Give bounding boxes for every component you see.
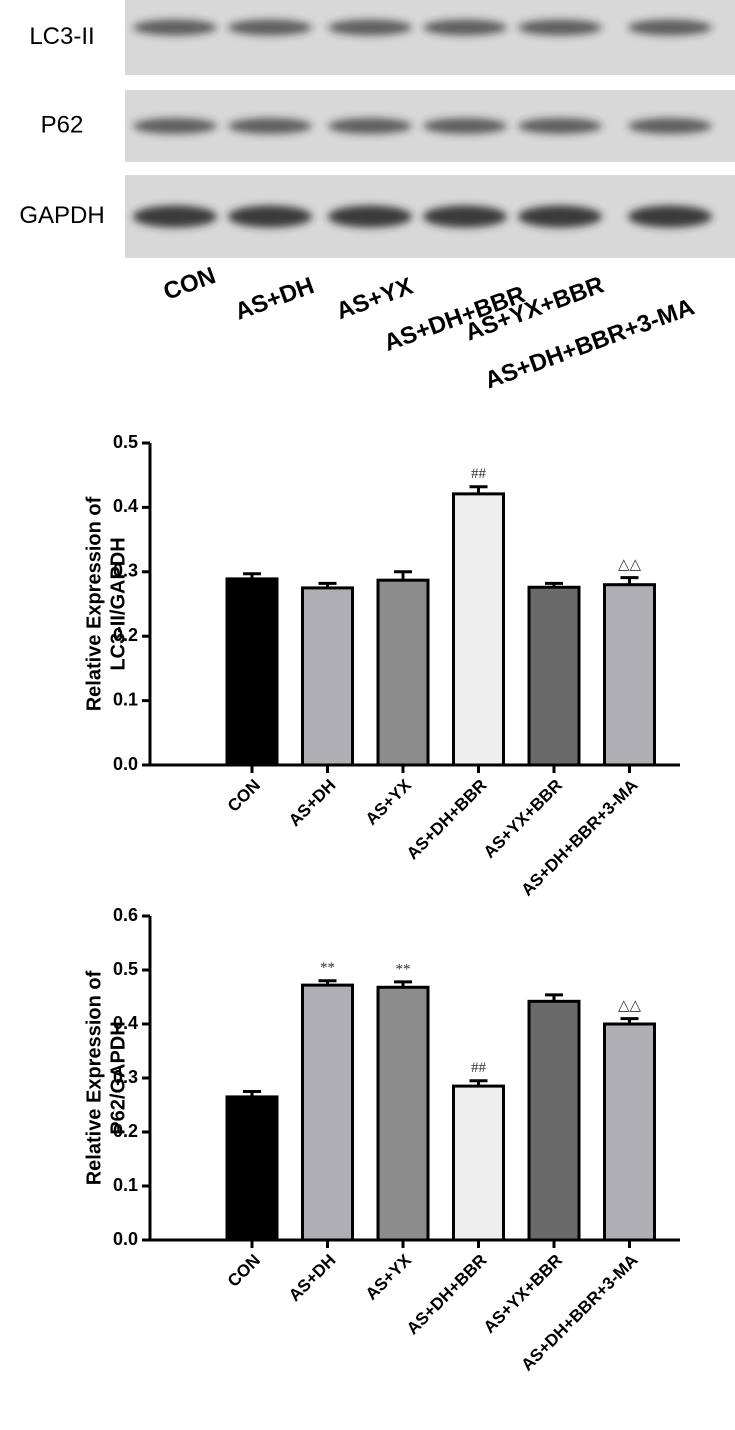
blot-row-label: GAPDH [19,202,104,229]
blot-band [228,205,312,228]
x-tick-label: AS+YX [362,775,416,829]
y-tick-label: 0.4 [113,1013,138,1033]
y-tick-label: 0.6 [113,905,138,925]
blot-band [518,205,602,228]
y-tick-label: 0.0 [113,754,138,774]
blot-lane-label: CON [160,262,219,306]
blot-band [518,118,602,134]
x-tick-label: CON [224,776,264,816]
blot-band [423,19,507,36]
blot-panel [125,0,735,75]
blot-band [328,118,412,134]
y-tick-label: 0.4 [113,496,138,516]
y-tick-label: 0.5 [113,959,138,979]
blot-band [423,118,507,134]
significance-label: ## [471,1060,487,1076]
blot-band [228,118,312,134]
y-axis-label: P62/GAPDH [107,1021,129,1134]
blot-lane-label: AS+YX [333,273,417,326]
blot-band [328,19,412,36]
blot-band [628,205,712,228]
y-axis-label: LC3-II/GAPDH [107,537,129,670]
blot-lane-label: AS+DH [231,272,317,325]
bar [376,578,430,767]
significance-label: △△ [618,557,642,573]
y-tick-label: 0.3 [113,561,138,581]
y-tick-label: 0.2 [113,625,138,645]
blot-band [628,118,712,134]
blot-band [133,205,217,228]
y-tick-label: 0.5 [113,432,138,452]
y-tick-label: 0.2 [113,1121,138,1141]
bar [452,1084,505,1242]
significance-label: ** [396,961,411,977]
blot-row-label: P62 [41,111,84,138]
bar [603,583,656,767]
x-tick-label: AS+YX+BBR [480,1251,566,1337]
x-tick-label: AS+YX [362,1250,416,1304]
bar [527,999,581,1242]
y-tick-label: 0.0 [113,1229,138,1249]
bar [527,585,581,767]
bar [301,586,354,767]
significance-label: ## [471,466,487,482]
y-tick-label: 0.1 [113,1175,138,1195]
y-axis-label: Relative Expression of [83,970,105,1185]
blot-band [133,118,217,134]
bar [301,983,354,1242]
blot-bands [133,118,712,134]
y-tick-label: 0.3 [113,1067,138,1087]
blot-bands [133,19,712,36]
significance-label: ** [320,960,335,976]
x-tick-label: AS+DH [285,776,340,831]
x-tick-label: AS+DH+BBR [403,776,491,864]
bar [376,985,430,1242]
blot-band [228,19,312,36]
bar [452,492,505,767]
bar [225,577,279,767]
y-axis-label: Relative Expression of [83,496,105,711]
blot-band [328,205,412,228]
bar [603,1022,656,1242]
x-tick-label: AS+YX+BBR [480,776,566,862]
y-tick-label: 0.1 [113,689,138,709]
blot-band [133,19,217,36]
x-tick-label: AS+DH [285,1251,340,1306]
significance-label: △△ [618,998,642,1014]
blot-band [423,205,507,228]
bar [225,1095,279,1242]
x-tick-label: CON [224,1251,264,1291]
x-tick-label: AS+DH+BBR [403,1251,491,1339]
blot-row-label: LC3-II [29,23,94,50]
blot-band [518,19,602,36]
blot-band [628,19,712,36]
blot-bands [133,205,712,228]
